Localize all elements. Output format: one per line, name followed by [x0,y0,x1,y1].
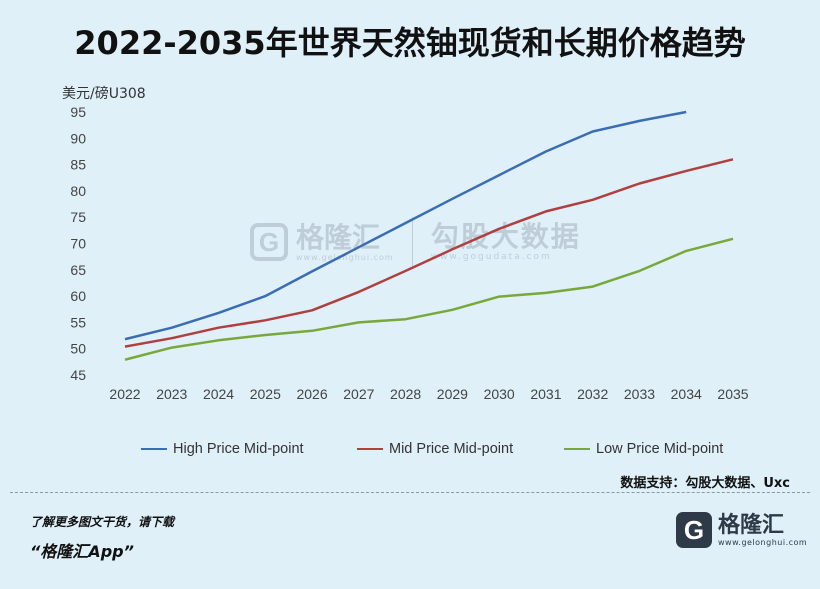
series-line-low [124,237,734,361]
y-tick-label: 50 [70,341,86,357]
brand-logo-name: 格隆汇 [718,512,785,538]
legend-label-low: Low Price Mid-point [596,441,724,457]
x-tick-label: 2035 [717,386,748,402]
y-tick-label: 45 [70,367,86,383]
footer-tip: 了解更多图文干货，请下载 [30,515,175,529]
data-source: 数据支持：勾股大数据、Uxc [620,476,790,491]
y-axis-unit-label: 美元/磅U308 [62,86,146,102]
x-tick-label: 2022 [109,386,140,402]
watermark-logo-icon: G [250,223,288,261]
x-tick-label: 2032 [577,386,608,402]
chart-title: 2022-2035年世界天然铀现货和长期价格趋势 [74,24,746,62]
watermark-partner-url: www.gogudata.com [430,252,552,262]
footer-divider [10,492,810,493]
x-tick-label: 2025 [250,386,281,402]
y-tick-label: 85 [70,157,86,173]
y-tick-label: 65 [70,262,86,278]
line-chart: 45 50 55 60 65 70 75 80 85 90 95 2022 2023 2024 2025 20… [70,104,748,402]
watermark-brand: 格隆汇 [296,220,381,254]
legend-label-mid: Mid Price Mid-point [389,441,514,457]
x-tick-label: 2028 [390,386,421,402]
y-tick-label: 60 [70,288,86,304]
brand-logo-icon: G [676,512,712,548]
x-tick-label: 2031 [530,386,561,402]
x-tick-label: 2026 [296,386,327,402]
x-tick-label: 2034 [671,386,702,402]
y-tick-label: 90 [70,130,86,146]
watermark-divider [411,217,413,267]
y-tick-label: 55 [70,314,86,330]
y-tick-label: 70 [70,236,86,252]
legend-item-low: Low Price Mid-point [564,441,723,457]
x-tick-label: 2027 [343,386,374,402]
series-line-high [124,110,687,341]
chart-legend: High Price Mid-point Mid Price Mid-point… [0,441,820,465]
x-tick-label: 2023 [156,386,187,402]
legend-swatch-low [564,447,590,451]
watermark-brand-url: www.gelonghui.com [296,252,394,262]
brand-logo: G 格隆汇 www.gelonghui.com [676,512,807,548]
y-tick-label: 95 [70,104,86,120]
x-tick-label: 2033 [624,386,655,402]
y-tick-label: 75 [70,209,86,225]
y-tick-label: 80 [70,183,86,199]
x-tick-label: 2029 [437,386,468,402]
legend-swatch-high [141,447,167,451]
legend-label-high: High Price Mid-point [173,441,304,457]
series-line-mid [124,158,734,348]
brand-logo-url: www.gelonghui.com [718,537,808,547]
legend-item-high: High Price Mid-point [141,441,304,457]
legend-swatch-mid [357,447,383,451]
legend-item-mid: Mid Price Mid-point [357,441,513,457]
x-tick-label: 2024 [203,386,234,402]
x-tick-label: 2030 [484,386,515,402]
footer-app-name: “格隆汇App” [30,542,134,561]
